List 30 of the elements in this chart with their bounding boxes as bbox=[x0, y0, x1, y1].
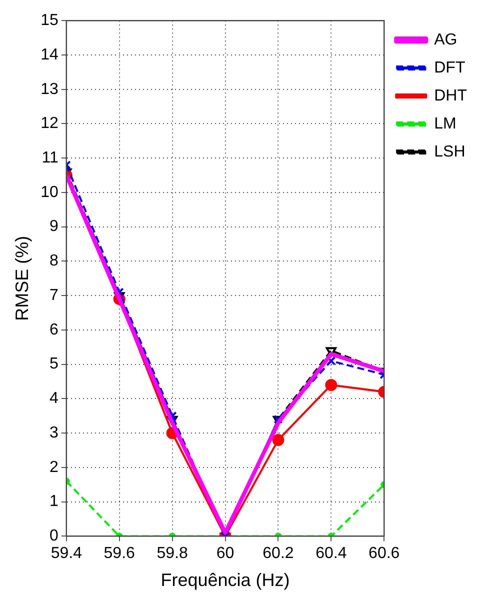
legend-label: DFT bbox=[434, 59, 466, 76]
y-axis-title: RMSE (%) bbox=[12, 236, 32, 321]
y-tick-label: 9 bbox=[49, 218, 58, 236]
x-tick-label: 59.4 bbox=[50, 545, 82, 562]
y-tick-label: 8 bbox=[49, 252, 58, 270]
x-tick-label: 60 bbox=[216, 545, 234, 562]
y-tick-label: 3 bbox=[49, 424, 58, 442]
y-tick-label: 6 bbox=[49, 321, 58, 338]
y-tick-label: 13 bbox=[40, 80, 58, 98]
y-tick-label: 4 bbox=[49, 390, 58, 408]
y-tick-label: 12 bbox=[40, 115, 58, 132]
y-tick-label: 7 bbox=[49, 286, 58, 304]
y-tick-label: 15 bbox=[40, 12, 58, 30]
legend-label: AG bbox=[434, 31, 458, 48]
x-tick-label: 59.6 bbox=[104, 545, 136, 562]
legend-label: LM bbox=[434, 115, 456, 132]
y-tick-label: 10 bbox=[40, 184, 58, 201]
y-tick-label: 14 bbox=[40, 46, 58, 64]
x-axis-title: Frequência (Hz) bbox=[160, 570, 290, 590]
y-tick-label: 0 bbox=[49, 528, 58, 545]
legend-label: LSH bbox=[434, 143, 466, 160]
y-tick-label: 1 bbox=[49, 493, 58, 510]
x-tick-label: 60.4 bbox=[316, 545, 347, 562]
y-tick-label: 5 bbox=[49, 356, 58, 373]
x-tick-label: 60.2 bbox=[262, 545, 294, 562]
legend-label: DHT bbox=[434, 87, 468, 104]
x-tick-label: 59.8 bbox=[156, 545, 188, 562]
y-tick-label: 2 bbox=[49, 458, 58, 476]
y-tick-label: 11 bbox=[42, 150, 58, 166]
x-tick-label: 60.6 bbox=[368, 545, 400, 562]
